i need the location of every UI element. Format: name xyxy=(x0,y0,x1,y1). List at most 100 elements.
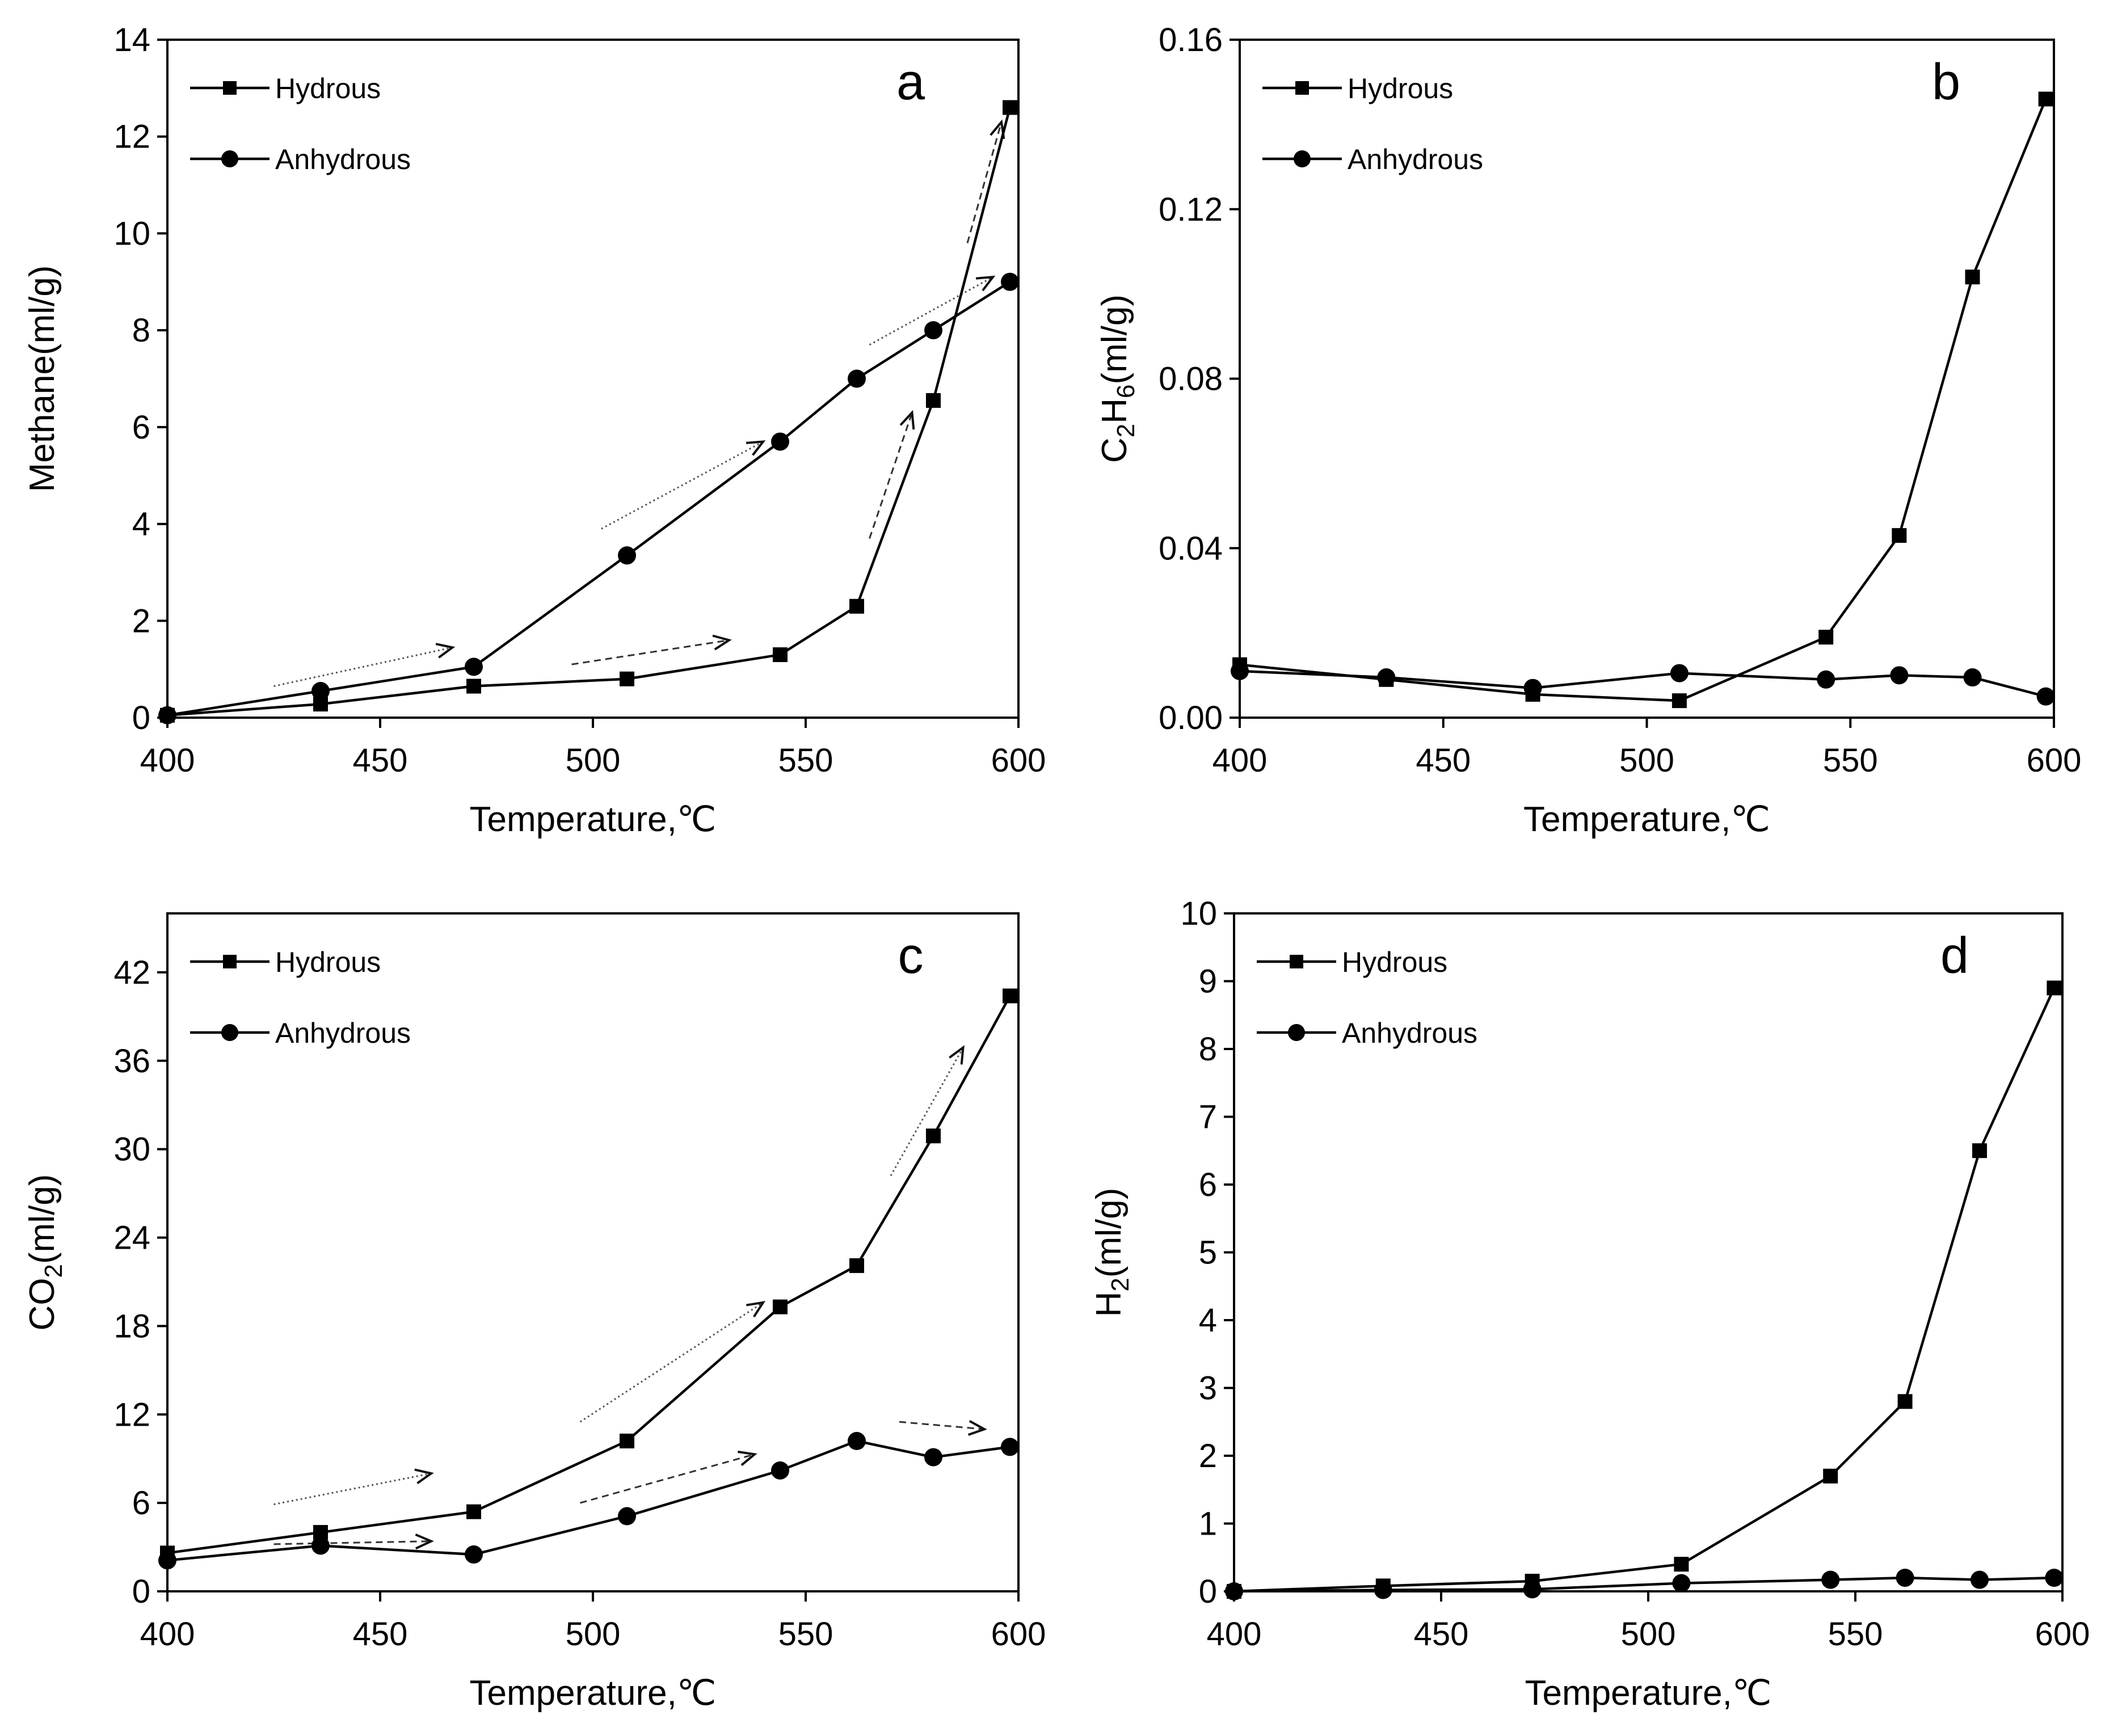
trend-arrow-shaft xyxy=(579,1301,764,1423)
y-tick-label: 0.00 xyxy=(1159,700,1223,736)
y-tick-label: 42 xyxy=(113,954,150,991)
x-axis-title: Temperature,℃ xyxy=(1523,800,1770,839)
trend-arrow xyxy=(273,1468,434,1506)
trend-arrow-shaft xyxy=(273,646,453,687)
trend-arrow-head xyxy=(415,1533,434,1550)
legend-entry: Hydrous xyxy=(1257,946,1447,978)
legend-entry: Anhydrous xyxy=(190,144,411,175)
y-tick-label: 7 xyxy=(1199,1099,1217,1136)
legend-square-marker xyxy=(223,955,237,968)
data-point-circle xyxy=(158,706,176,724)
x-tick-label: 500 xyxy=(1621,1616,1676,1653)
data-point-circle xyxy=(1225,1582,1243,1600)
trend-arrow-head xyxy=(712,634,732,651)
data-point-circle xyxy=(311,682,330,701)
legend-label: Anhydrous xyxy=(1342,1017,1477,1049)
x-tick-label: 550 xyxy=(1823,742,1878,779)
legend-label: Hydrous xyxy=(1348,73,1453,104)
series-hydrous xyxy=(160,100,1017,723)
y-axis-title-part: (ml/g) xyxy=(1095,294,1134,384)
data-point-circle xyxy=(1672,1574,1691,1592)
data-point-circle xyxy=(924,1448,942,1467)
panel-b: 0.00 0.04 0.08 0.12 0.16 400 450 500 550 600 Tempe… xyxy=(1095,22,2081,839)
data-point-square xyxy=(1972,1143,1987,1158)
legend-entry: Hydrous xyxy=(190,73,381,104)
panel-label: b xyxy=(1932,54,1960,111)
trend-arrow-shaft xyxy=(601,441,764,530)
trend-arrow xyxy=(579,1301,766,1423)
trend-arrow-head xyxy=(949,1045,965,1065)
series-line xyxy=(167,280,1011,717)
x-axis-title: Temperature,℃ xyxy=(470,1674,717,1713)
y-tick-label: 30 xyxy=(113,1131,150,1168)
panel-c: 0 6 12 18 24 30 36 42 400 450 500 550 600 Temperature… xyxy=(23,912,1046,1713)
y-tick-label: 0 xyxy=(1199,1573,1217,1610)
x-tick-label: 400 xyxy=(1207,1616,1262,1653)
y-tick-label: 0 xyxy=(132,700,150,736)
panel-label: c xyxy=(898,928,924,984)
data-point-circle xyxy=(771,1461,789,1480)
data-point-circle xyxy=(1001,272,1019,291)
data-point-square xyxy=(849,599,864,614)
series-line xyxy=(1233,1576,2054,1593)
legend-label: Hydrous xyxy=(275,946,381,978)
y-tick-label: 3 xyxy=(1199,1370,1217,1407)
data-point-square xyxy=(1823,1468,1838,1484)
legend-square-marker xyxy=(1290,955,1303,968)
data-point-square xyxy=(849,1258,864,1273)
x-tick-label: 600 xyxy=(991,1616,1046,1653)
data-point-square xyxy=(2038,91,2053,107)
trend-arrow xyxy=(869,410,915,539)
legend-circle-marker xyxy=(1288,1024,1305,1041)
y-tick-label: 1 xyxy=(1199,1506,1217,1543)
x-tick-label: 400 xyxy=(140,742,195,779)
data-point-circle xyxy=(1821,1570,1840,1589)
y-axis-title-subscript: 2 xyxy=(1106,1278,1134,1291)
legend-label: Hydrous xyxy=(275,73,381,104)
y-tick-label: 2 xyxy=(1199,1438,1217,1474)
data-point-circle xyxy=(1523,679,1542,697)
x-tick-label: 600 xyxy=(2035,1616,2090,1653)
y-tick-label: 8 xyxy=(1199,1031,1217,1068)
y-tick-label: 12 xyxy=(113,119,150,155)
y-tick-label: 0 xyxy=(132,1573,150,1610)
data-point-square xyxy=(1674,1557,1689,1572)
data-point-square xyxy=(2047,980,2062,996)
data-point-circle xyxy=(2045,1569,2064,1587)
data-point-circle xyxy=(1001,1438,1019,1456)
data-point-circle xyxy=(1971,1570,1989,1589)
data-point-square xyxy=(1003,988,1017,1004)
trend-arrow-head xyxy=(975,275,996,292)
legend-label: Anhydrous xyxy=(275,144,411,175)
trend-arrow-shaft xyxy=(966,121,1003,243)
y-tick-label: 6 xyxy=(132,409,150,446)
panel-a: 0 2 4 6 8 10 12 14 400 450 500 550 600 Temperature,℃ M… xyxy=(23,22,1046,839)
legend-entry: Hydrous xyxy=(190,946,381,978)
x-tick-label: 600 xyxy=(2027,742,2082,779)
y-axis-title-part: (ml/g) xyxy=(1089,1188,1129,1278)
data-point-circle xyxy=(1231,661,1249,680)
trend-arrow-shaft xyxy=(890,1047,964,1177)
data-point-circle xyxy=(158,1551,176,1570)
x-tick-label: 500 xyxy=(1619,742,1674,779)
panel-label: d xyxy=(1940,928,1969,984)
series-line xyxy=(1233,987,2056,1593)
legend-entry: Anhydrous xyxy=(190,1017,411,1049)
x-tick-label: 400 xyxy=(140,1616,195,1653)
trend-arrow xyxy=(571,634,732,665)
y-tick-label: 12 xyxy=(113,1396,150,1433)
trend-arrow-head xyxy=(435,643,456,659)
legend-circle-marker xyxy=(221,1024,238,1041)
y-axis-title: H2(ml/g) xyxy=(1089,1188,1134,1317)
x-tick-label: 450 xyxy=(1416,742,1471,779)
y-axis-title-subscript: 6 xyxy=(1112,384,1140,398)
trend-arrow-shaft xyxy=(571,639,730,665)
y-tick-label: 24 xyxy=(113,1220,150,1257)
y-axis-title: CO2(ml/g) xyxy=(23,1174,68,1331)
data-point-square xyxy=(1672,693,1687,709)
legend-entry: Anhydrous xyxy=(1257,1017,1477,1049)
legend-square-marker xyxy=(223,81,237,95)
series-anhydrous xyxy=(158,1432,1019,1570)
data-point-circle xyxy=(465,658,483,676)
